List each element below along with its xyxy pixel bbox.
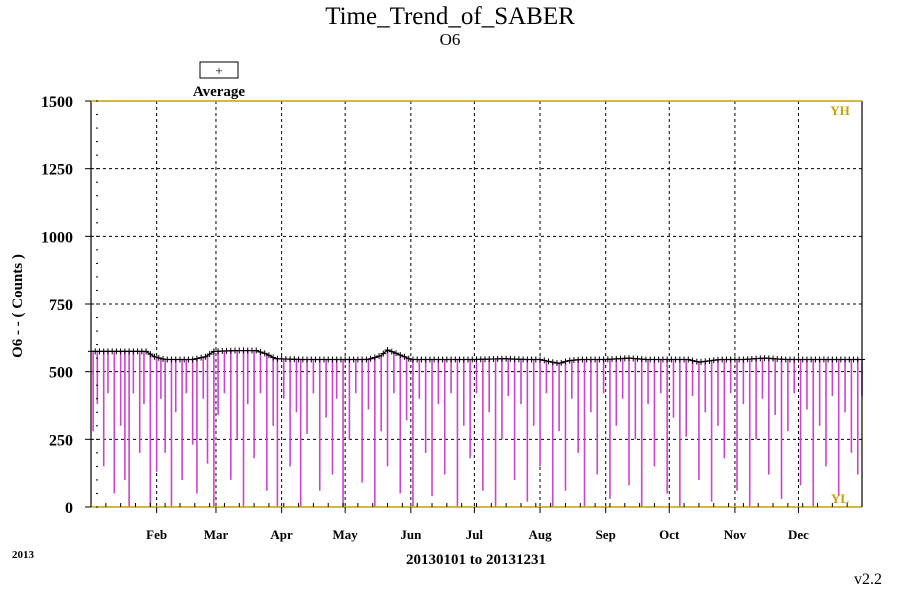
x-tick-label: May [333,527,359,542]
version-label: v2.2 [854,571,882,588]
x-tick-label: Mar [204,527,229,542]
average-marker [685,356,692,363]
min-series-layer [92,350,863,507]
average-marker [193,355,200,362]
legend-label: Average [193,84,246,100]
average-marker [147,351,154,358]
average-marker [549,359,556,366]
average-series-layer [88,347,865,367]
average-marker [384,347,391,354]
y-axis-label: O6 - - ( Counts ) [10,254,26,358]
average-marker [702,358,709,365]
average-marker [253,347,260,354]
x-tick-label: Nov [724,527,747,542]
average-marker [380,350,387,357]
x-axis-label: 20130101 to 20131231 [406,552,546,568]
y-tick-label: 0 [65,500,73,517]
axis-labels: 0 250 500 750 1000 1250 1500 Feb Mar Apr May Jun Jul… [41,94,863,542]
average-marker [689,357,696,364]
average-marker [562,358,569,365]
y-tick-label: 250 [49,432,73,449]
x-tick-label: Apr [270,527,293,542]
x-tick-label: Sep [596,527,616,542]
average-marker [698,358,705,365]
average-marker [363,356,370,363]
average-marker [265,352,272,359]
chart-title: Time_Trend_of_SABER [325,3,575,30]
x-tick-label: Feb [146,527,167,542]
limit-high-label: YH [830,103,850,118]
chart-subtitle: O6 [440,30,461,49]
average-marker [151,353,158,360]
average-marker [541,357,548,364]
x-tick-label: Aug [528,527,552,542]
grid-layer [91,101,862,507]
average-marker [706,357,713,364]
average-marker [202,353,209,360]
x-tick-label: Jun [400,527,422,542]
average-marker [143,348,150,355]
average-marker [371,354,378,361]
average-marker [367,355,374,362]
limit-low-label: YL [831,491,849,506]
average-marker [397,351,404,358]
average-marker [376,353,383,360]
average-marker [189,356,196,363]
average-marker [198,354,205,361]
average-marker [261,350,268,357]
average-marker [405,355,412,362]
average-marker [257,348,264,355]
average-marker [393,350,400,357]
y-tick-label: 1500 [41,94,73,111]
average-marker [537,356,544,363]
y-tick-label: 1250 [41,162,73,179]
x-tick-label: Jul [466,527,484,542]
average-marker [206,351,213,358]
legend-box [199,61,239,79]
y-tick-label: 750 [49,297,73,314]
x-tick-label: Oct [659,527,680,542]
average-marker [388,348,395,355]
year-label: 2013 [12,549,35,561]
legend-symbol: + [215,63,222,78]
average-marker [270,354,277,361]
average-marker [545,358,552,365]
y-tick-label: 1000 [41,229,73,246]
average-marker [160,355,167,362]
average-marker [155,354,162,361]
average-marker [710,357,717,364]
average-marker [401,353,408,360]
average-marker [558,359,565,366]
y-tick-label: 500 [49,365,73,382]
x-tick-label: Dec [788,527,809,542]
